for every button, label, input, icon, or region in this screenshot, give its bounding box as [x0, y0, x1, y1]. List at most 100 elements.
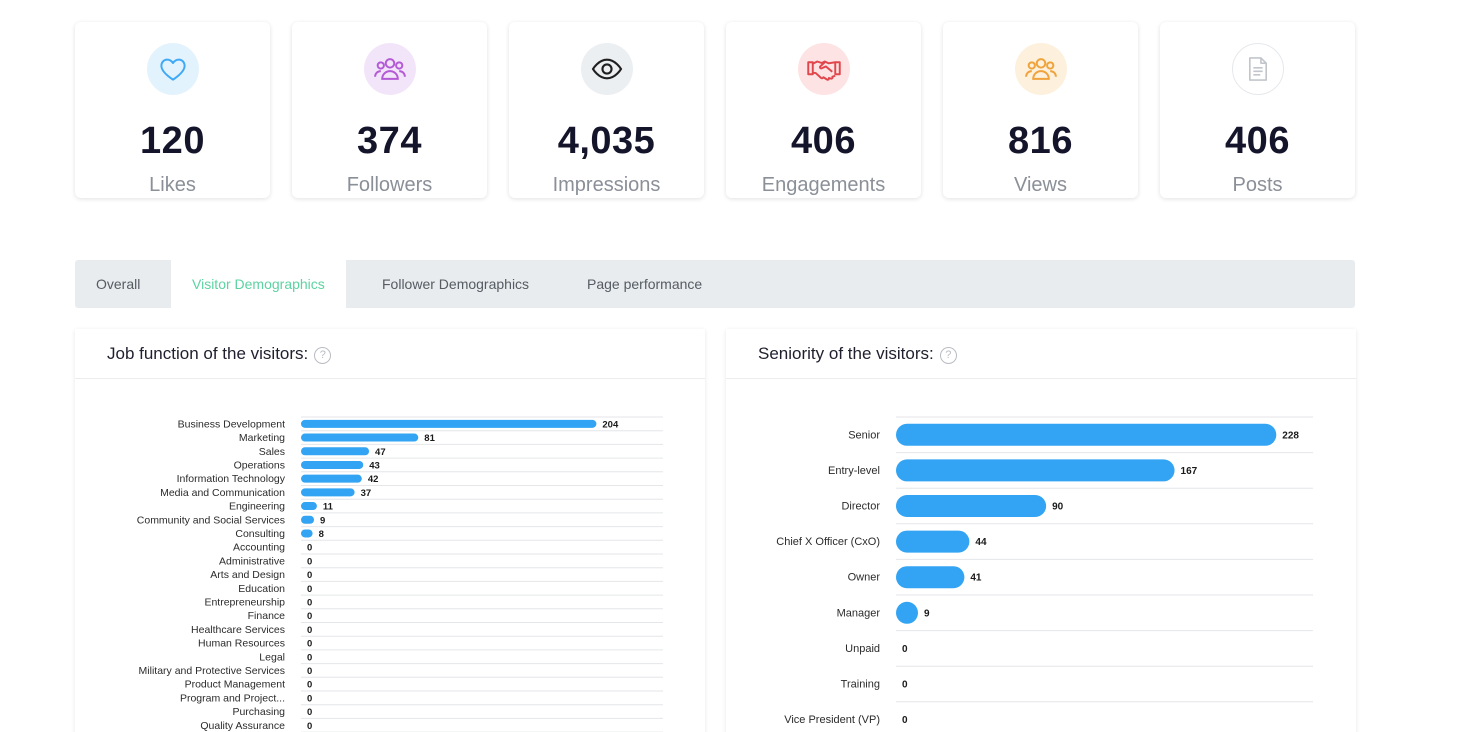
- panel-title: Seniority of the visitors:?: [758, 344, 957, 364]
- stat-value: 120: [140, 120, 205, 162]
- value-label: 0: [307, 584, 312, 595]
- category-label: Arts and Design: [210, 569, 285, 581]
- value-label: 0: [307, 543, 312, 554]
- category-label: Unpaid: [845, 643, 880, 655]
- stat-label: Followers: [346, 174, 433, 196]
- category-label: Business Development: [178, 418, 285, 430]
- tab-page-performance[interactable]: Page performance: [587, 276, 703, 292]
- value-label: 37: [361, 488, 372, 499]
- value-label: 0: [307, 707, 312, 718]
- bar: [301, 515, 315, 524]
- category-label: Media and Communication: [160, 487, 285, 499]
- stat-card-followers: 374 Followers: [292, 22, 487, 198]
- value-label: 0: [902, 644, 908, 655]
- tab-follower-demographics[interactable]: Follower Demographics: [382, 276, 530, 292]
- document-icon: [1231, 43, 1284, 95]
- category-label: Entry-level: [828, 465, 880, 477]
- category-label: Manager: [837, 607, 881, 619]
- category-label: Director: [841, 501, 880, 513]
- bar: [896, 601, 918, 624]
- job-function-title: Job function of the visitors:: [107, 344, 309, 363]
- help-icon[interactable]: ?: [314, 347, 332, 364]
- bar: [896, 530, 970, 553]
- seniority-chart: Senior 228 Entry-level 167 Director 9 0 Chief X…: [776, 416, 1313, 726]
- panel-header: Seniority of the visitors:?: [726, 329, 1356, 379]
- bar: [896, 423, 1277, 446]
- category-label: Consulting: [235, 528, 285, 540]
- job-function-chart: Business Development 204 Marketing 81 Sales 4…: [137, 416, 663, 732]
- category-label: Program and Project...: [180, 692, 285, 704]
- seniority-title: Seniority of the visitors:: [758, 344, 934, 363]
- bar: [896, 459, 1175, 482]
- value-label: 11: [323, 502, 334, 513]
- bar: [301, 529, 313, 538]
- category-label: Accounting: [233, 542, 285, 554]
- value-label: 167: [1181, 466, 1198, 477]
- value-label: 0: [307, 721, 312, 732]
- value-label: 0: [307, 625, 312, 636]
- category-label: Quality Assurance: [200, 720, 285, 732]
- stat-label: Engagements: [761, 174, 886, 196]
- bar: [301, 460, 364, 469]
- value-label: 0: [307, 570, 312, 581]
- help-icon[interactable]: ?: [939, 347, 957, 364]
- category-label: Product Management: [185, 679, 285, 691]
- stat-label: Likes: [149, 174, 196, 196]
- value-label: 0: [307, 597, 312, 608]
- category-label: Administrative: [219, 555, 285, 567]
- value-label: 81: [424, 433, 435, 444]
- category-label: Human Resources: [198, 638, 285, 650]
- category-label: Senior: [848, 429, 880, 441]
- stat-value: 406: [1225, 120, 1290, 162]
- category-label: Vice President (VP): [784, 714, 880, 726]
- category-label: Chief X Officer (CxO): [776, 536, 880, 548]
- value-label: 0: [307, 652, 312, 663]
- value-label: 47: [375, 447, 386, 458]
- category-label: Information Technology: [177, 473, 286, 485]
- panel-header: Job function of the visitors:?: [75, 329, 705, 379]
- handshake-icon: [797, 43, 850, 95]
- tab-overall[interactable]: Overall: [96, 276, 141, 292]
- category-label: Education: [238, 583, 285, 595]
- category-label: Healthcare Services: [191, 624, 285, 636]
- value-label: 43: [369, 460, 380, 471]
- stat-value: 816: [1008, 120, 1073, 162]
- category-label: Legal: [259, 651, 285, 663]
- category-label: Military and Protective Services: [139, 665, 285, 677]
- tab-bar: Overall Visitor Demographics Follower De…: [75, 260, 1355, 308]
- category-label: Entrepreneurship: [204, 596, 285, 608]
- followers-icon: [363, 43, 416, 95]
- job-function-panel: Job function of the visitors:? Business …: [75, 329, 705, 732]
- value-label: 0: [307, 666, 312, 677]
- tab-visitor-demographics[interactable]: Visitor Demographics: [171, 260, 346, 308]
- value-label: 228: [1282, 430, 1299, 441]
- category-label: Community and Social Services: [137, 514, 285, 526]
- value-label: 44: [975, 537, 987, 548]
- value-label: 0: [307, 556, 312, 567]
- bar: [301, 502, 317, 511]
- eye-icon: [580, 43, 633, 95]
- value-label: 8: [319, 529, 324, 540]
- heart-icon: [146, 43, 199, 95]
- value-label: 41: [970, 573, 982, 584]
- category-label: Training: [841, 679, 880, 691]
- stat-label: Posts: [1232, 174, 1283, 196]
- bar: [301, 419, 597, 428]
- bar: [301, 474, 362, 483]
- bar: [301, 488, 355, 497]
- seniority-panel: Seniority of the visitors:? Senior 228 Ent…: [726, 329, 1356, 732]
- value-label: 0: [307, 611, 312, 622]
- stat-card-likes: 120 Likes: [75, 22, 270, 198]
- value-label: 0: [902, 715, 908, 726]
- value-label: 204: [602, 419, 619, 430]
- panel-title: Job function of the visitors:?: [107, 344, 332, 364]
- value-label: 9: [320, 515, 325, 526]
- bar: [896, 566, 965, 589]
- value-label: 0: [307, 639, 312, 650]
- category-label: Sales: [259, 446, 285, 458]
- value-label: 0: [307, 693, 312, 704]
- stat-card-posts: 406 Posts: [1160, 22, 1355, 198]
- value-label: 9: [924, 608, 930, 619]
- views-icon: [1014, 43, 1067, 95]
- stat-label: Views: [1014, 174, 1067, 196]
